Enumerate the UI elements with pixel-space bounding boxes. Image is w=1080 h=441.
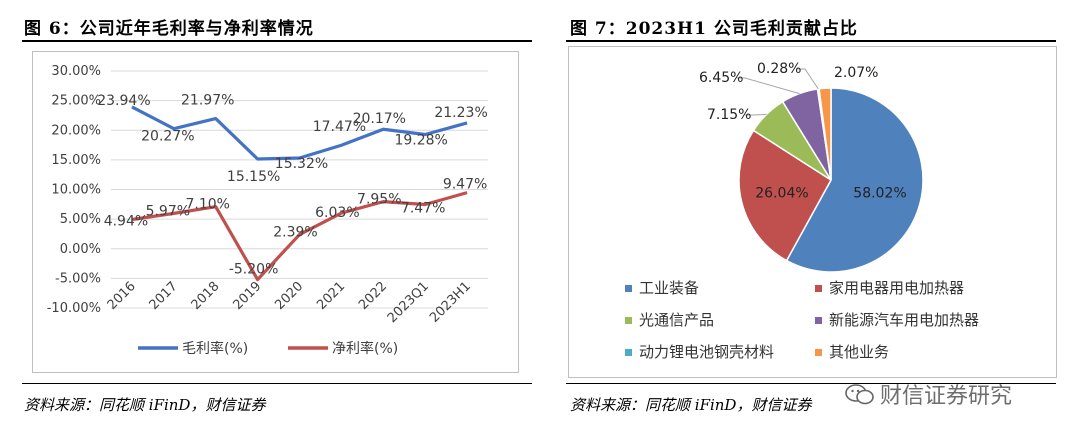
y-tick-label: 30.00% xyxy=(51,64,101,79)
gross-margin-data-label: 21.97% xyxy=(181,93,234,109)
y-tick-label: 15.00% xyxy=(51,153,101,168)
legend-label-net: 净利率(%) xyxy=(332,340,398,357)
pie-data-label: 26.04% xyxy=(755,185,808,201)
pie-data-label: 0.28% xyxy=(757,61,801,77)
slice-industrial-equipment xyxy=(785,87,924,273)
line-chart-y-ticks: 30.00% 25.00% 20.00% 15.00% 10.00% 5.00% 0.00%… xyxy=(47,64,101,316)
slice-other-business xyxy=(818,87,832,181)
net-margin-data-label: 9.47% xyxy=(443,177,487,193)
line-chart-grid xyxy=(111,70,488,309)
legend-battery-steel-shell-swatch xyxy=(625,349,632,356)
legend-industrial-equipment-label: 工业装备 xyxy=(639,279,699,297)
y-tick-label: 20.00% xyxy=(51,123,101,138)
pie-leader-line xyxy=(737,77,800,95)
net-margin-data-label: 4.94% xyxy=(104,213,148,229)
legend-ev-heater-label: 新能源汽车用电加热器 xyxy=(829,311,979,329)
legend-home-appliance-heater-label: 家用电器用电加热器 xyxy=(829,279,964,297)
left-chart-panel: 30.00% 25.00% 20.00% 15.00% 10.00% 5.00% 0.00%… xyxy=(32,51,519,373)
pie-chart-leader-lines xyxy=(737,68,819,116)
legend-battery-steel-shell-label: 动力锂电池钢壳材料 xyxy=(639,343,774,361)
gross-margin-data-label: 20.27% xyxy=(141,129,194,145)
legend-label-gross: 毛利率(%) xyxy=(182,340,248,357)
gross-margin-data-label: 20.17% xyxy=(353,111,406,127)
left-title-rule xyxy=(22,40,532,42)
net-margin-line xyxy=(131,191,468,282)
pie-data-label: 58.02% xyxy=(853,186,906,202)
left-figure-title: 图 6：公司近年毛利率与净利率情况 xyxy=(24,19,314,39)
y-tick-label: 0.00% xyxy=(60,242,101,257)
gross-margin-data-label: 17.47% xyxy=(313,119,366,135)
legend-industrial-equipment-swatch xyxy=(625,285,632,292)
right-source-rule xyxy=(566,383,1056,384)
line-chart-series xyxy=(131,105,468,282)
y-tick-label: 25.00% xyxy=(51,94,101,109)
y-tick-label: -10.00% xyxy=(47,301,101,316)
net-margin-data-label: -5.20% xyxy=(229,262,279,278)
legend-optical-comm-swatch xyxy=(625,317,632,324)
y-tick-label: 5.00% xyxy=(60,212,101,227)
pie-leader-line xyxy=(745,113,767,116)
legend-optical-comm-label: 光通信产品 xyxy=(639,311,714,329)
legend-other-business-swatch xyxy=(815,349,822,356)
right-figure-title: 图 7：2023H1 公司毛利贡献占比 xyxy=(570,19,858,39)
left-source-rule xyxy=(22,383,532,384)
wechat-icon xyxy=(845,384,874,405)
line-chart: 30.00% 25.00% 20.00% 15.00% 10.00% 5.00% 0.00%… xyxy=(47,64,488,357)
y-tick-label: -5.00% xyxy=(55,271,101,286)
y-tick-label: 10.00% xyxy=(51,183,101,198)
line-chart-legend: 毛利率(%) 净利率(%) xyxy=(138,340,398,357)
legend-other-business-label: 其他业务 xyxy=(829,343,889,361)
gross-margin-data-label: 23.94% xyxy=(97,93,150,109)
net-margin-data-label: 6.03% xyxy=(315,205,359,221)
x-tick-label: 2023Q1 xyxy=(385,279,432,326)
net-margin-data-label: 5.97% xyxy=(146,203,190,219)
right-chart-panel: 58.02% 26.04% 7.15% 6.45% 0.28% 2.07% 工业装备 家用电… xyxy=(568,46,1057,378)
net-margin-data-label: 7.10% xyxy=(185,197,229,213)
legend-home-appliance-heater-swatch xyxy=(815,285,822,292)
legend-ev-heater-swatch xyxy=(815,317,822,324)
left-source-note: 资料来源：同花顺 iFinD，财信证券 xyxy=(24,396,266,414)
gross-margin-line xyxy=(131,105,468,161)
net-margin-data-label: 7.95% xyxy=(357,192,401,208)
pie-chart-slices xyxy=(738,87,924,273)
gross-margin-data-label: 19.28% xyxy=(394,133,447,149)
net-margin-data-label: 2.39% xyxy=(273,225,317,241)
right-title-rule xyxy=(566,40,1056,42)
pie-data-label: 7.15% xyxy=(707,107,751,123)
x-tick-label: 2023H1 xyxy=(427,279,474,326)
pie-leader-line xyxy=(797,68,819,90)
watermark-text: 财信证券研究 xyxy=(880,384,1013,409)
slice-home-appliance-heater xyxy=(738,129,832,262)
net-margin-data-label: 7.47% xyxy=(401,200,445,216)
line-chart-data-labels: 23.94% 20.27% 21.97% 15.15%15.32% 17.47%20.1… xyxy=(97,93,488,278)
pie-chart-data-labels: 58.02% 26.04% 7.15% 6.45% 0.28% 2.07% xyxy=(699,61,907,202)
pie-chart: 58.02% 26.04% 7.15% 6.45% 0.28% 2.07% 工业装备 家用电… xyxy=(625,61,979,361)
gross-margin-data-label: 15.32% xyxy=(275,156,328,172)
pie-data-label: 2.07% xyxy=(834,65,878,81)
pie-data-label: 6.45% xyxy=(699,70,743,86)
right-source-note: 资料来源：同花顺 iFinD，财信证券 xyxy=(570,396,812,414)
gross-margin-data-label: 15.15% xyxy=(227,169,280,185)
gross-margin-data-label: 21.23% xyxy=(434,105,487,121)
